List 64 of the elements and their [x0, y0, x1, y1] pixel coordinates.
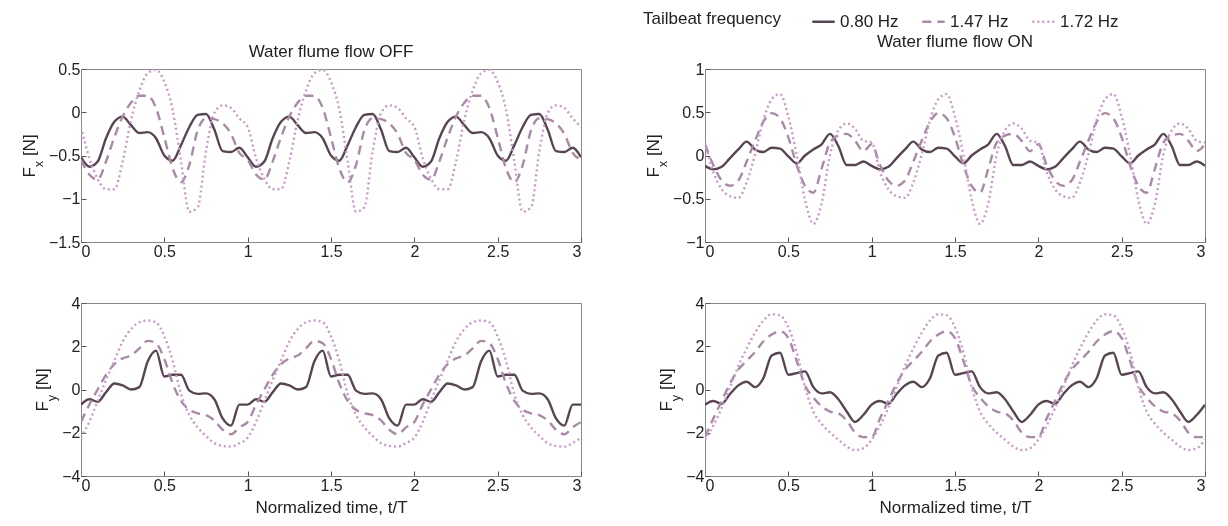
line-series [705, 92, 1205, 226]
x-tick-label: 0.5 [153, 242, 177, 260]
line-series [81, 319, 581, 448]
y-tick-label: −1.5 [48, 233, 81, 251]
y-tick-label: 2 [695, 337, 705, 355]
x-tick-label: 1 [243, 476, 253, 494]
x-tick-label: 2.5 [487, 242, 510, 260]
x-tick-label: 3 [572, 242, 582, 260]
line-series [81, 339, 581, 436]
x-tick-label: 3 [1196, 476, 1206, 494]
x-tick-label: 1.5 [320, 476, 343, 494]
y-tick-label: 1 [695, 60, 705, 78]
line-series [81, 94, 581, 184]
y-tick-label: 0 [71, 103, 81, 121]
legend-label: 1.72 Hz [1060, 11, 1119, 31]
y-tick-label: −1 [686, 233, 705, 251]
chart-title: Water flume flow OFF [248, 42, 414, 61]
line-series [705, 313, 1205, 452]
x-tick-label: 1.5 [320, 242, 343, 260]
y-tick-label: 0.5 [58, 60, 81, 78]
x-tick-label: 1 [867, 476, 877, 494]
y-tick-label: 2 [71, 337, 81, 355]
x-tick-label: 1.5 [944, 476, 967, 494]
y-tick-label: −2 [686, 424, 705, 442]
x-tick-label: 2 [1034, 476, 1044, 494]
x-tick-label: 2 [410, 476, 420, 494]
y-tick-label: −0.5 [672, 190, 705, 208]
chart-title: Water flume flow ON [876, 32, 1034, 51]
x-tick-label: 2.5 [1111, 242, 1134, 260]
x-tick-label: 0.5 [153, 476, 177, 494]
x-tick-label: 1 [867, 242, 877, 260]
y-tick-label: −1 [62, 190, 81, 208]
x-tick-label: 0.5 [777, 476, 801, 494]
y-tick-label: 4 [71, 294, 81, 312]
x-tick-label: 2 [1034, 242, 1044, 260]
y-tick-label: −2 [62, 424, 81, 442]
x-tick-label: 3 [1196, 242, 1206, 260]
y-tick-label: −4 [686, 467, 705, 485]
y-tick-label: 4 [695, 294, 705, 312]
legend-label: 0.80 Hz [840, 11, 899, 31]
x-tick-label: 2.5 [487, 476, 510, 494]
legend-label: 1.47 Hz [950, 11, 1009, 31]
y-tick-label: −0.5 [48, 147, 81, 164]
line-series [705, 351, 1205, 424]
y-tick-label: 0 [71, 381, 81, 398]
x-tick-label: 2.5 [1111, 476, 1134, 494]
x-tick-label: 1 [243, 242, 253, 260]
line-series [81, 349, 581, 427]
y-tick-label: −4 [62, 467, 81, 485]
y-tick-label: 0 [695, 381, 705, 398]
line-series [81, 69, 581, 213]
line-series [705, 132, 1205, 171]
line-series [705, 111, 1205, 194]
x-axis-title: Normalized time, t/T [879, 497, 1032, 517]
y-tick-label: 0.5 [682, 103, 705, 121]
x-tick-label: 2 [410, 242, 420, 260]
legend-title: Tailbeat frequency [643, 9, 782, 28]
x-tick-label: 3 [572, 476, 582, 494]
y-tick-label: 0 [695, 147, 705, 164]
line-series [81, 112, 581, 168]
x-tick-label: 1.5 [944, 242, 967, 260]
x-axis-title: Normalized time, t/T [255, 497, 408, 517]
line-series [705, 329, 1205, 439]
x-tick-label: 0.5 [777, 242, 801, 260]
